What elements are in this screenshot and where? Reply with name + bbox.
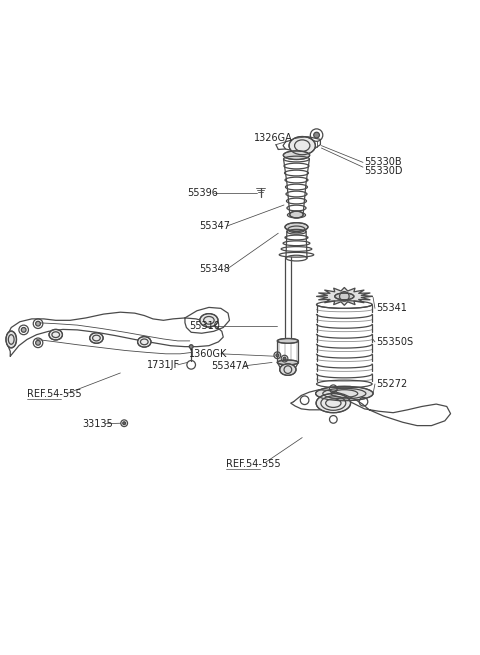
Ellipse shape xyxy=(290,211,303,218)
Ellipse shape xyxy=(285,223,308,231)
Text: 55272: 55272 xyxy=(376,379,408,389)
Ellipse shape xyxy=(277,360,299,365)
Ellipse shape xyxy=(90,333,103,343)
Ellipse shape xyxy=(6,331,16,348)
Text: 55330B: 55330B xyxy=(364,157,402,168)
Ellipse shape xyxy=(277,339,299,343)
Circle shape xyxy=(283,357,286,360)
Ellipse shape xyxy=(49,329,62,340)
Text: 1326GA: 1326GA xyxy=(254,134,293,143)
Ellipse shape xyxy=(280,364,296,375)
Text: 55350S: 55350S xyxy=(376,337,414,347)
Text: 55396: 55396 xyxy=(187,189,218,198)
Ellipse shape xyxy=(283,151,310,160)
Circle shape xyxy=(21,328,26,332)
Text: 1360GK: 1360GK xyxy=(189,349,227,359)
Ellipse shape xyxy=(335,293,354,300)
Ellipse shape xyxy=(200,314,218,327)
Text: 33135: 33135 xyxy=(82,419,113,429)
Circle shape xyxy=(276,354,279,357)
Circle shape xyxy=(123,422,126,424)
Circle shape xyxy=(189,345,193,348)
Ellipse shape xyxy=(316,394,350,413)
Ellipse shape xyxy=(138,337,151,347)
Text: 1731JF: 1731JF xyxy=(147,360,180,370)
Text: 55310: 55310 xyxy=(189,321,220,331)
Ellipse shape xyxy=(289,136,315,155)
Circle shape xyxy=(36,341,40,345)
Ellipse shape xyxy=(316,386,373,401)
Polygon shape xyxy=(317,288,372,305)
Text: 55347A: 55347A xyxy=(211,361,249,371)
Circle shape xyxy=(314,132,320,138)
Text: REF.54-555: REF.54-555 xyxy=(27,388,82,398)
Circle shape xyxy=(36,322,40,326)
Text: 55330D: 55330D xyxy=(364,166,403,176)
Text: 55347: 55347 xyxy=(199,221,230,231)
Text: 55341: 55341 xyxy=(376,303,407,313)
Text: 55348: 55348 xyxy=(199,264,230,274)
Text: REF.54-555: REF.54-555 xyxy=(226,459,280,469)
